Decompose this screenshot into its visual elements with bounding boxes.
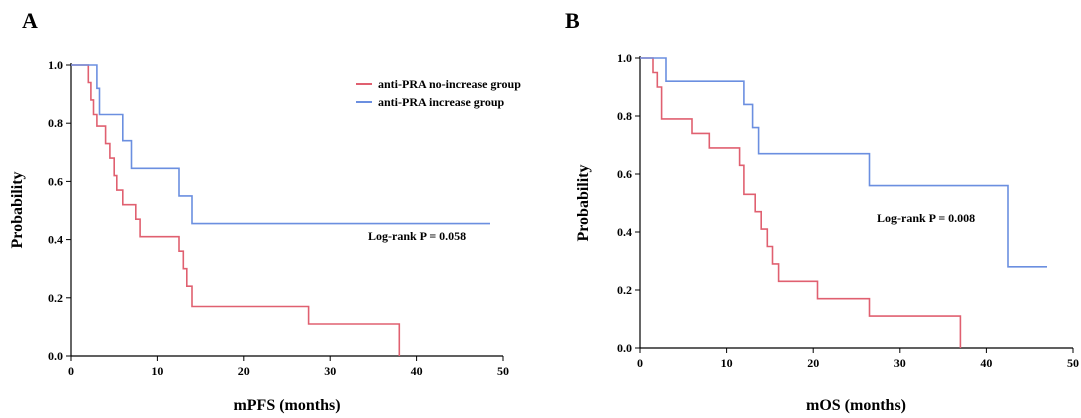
y-tick-label: 0.0: [617, 341, 632, 355]
x-tick-label: 0: [68, 364, 74, 378]
x-tick-label: 40: [980, 356, 992, 370]
chart-panel-1: A 0 10 20 30 40 50 0.0 0.2 0.4 0.6 0.8 1.0 mPFS (mont…: [9, 8, 521, 414]
series-line-2: [640, 57, 1047, 268]
series-line-2: [71, 64, 490, 225]
x-tick-label: 40: [411, 364, 423, 378]
y-axis-title: Probability: [575, 164, 592, 241]
series-line-1: [71, 64, 401, 356]
y-tick-label: 0.4: [48, 233, 63, 247]
panel-letter: A: [22, 8, 38, 33]
legend-label: anti-PRA increase group: [378, 95, 505, 109]
y-tick-label: 0.8: [48, 116, 63, 130]
x-tick-label: 10: [721, 356, 733, 370]
y-tick-label: 0.2: [617, 283, 632, 297]
panel-letter: B: [565, 8, 580, 33]
x-tick-label: 20: [807, 356, 819, 370]
y-tick-label: 1.0: [48, 58, 63, 72]
y-tick-label: 0.6: [48, 174, 63, 188]
x-axis-title: mOS (months): [806, 397, 906, 414]
legend-label: anti-PRA no-increase group: [378, 77, 521, 91]
x-tick-label: 30: [324, 364, 336, 378]
chart-panel-2: B 0 10 20 30 40 50 0.0 0.2 0.4 0.6 0.8 1.0 mOS (month…: [565, 8, 1079, 414]
y-tick-label: 0.8: [617, 109, 632, 123]
series-line-1: [640, 57, 962, 348]
y-axis-title: Probability: [9, 171, 26, 248]
y-tick-label: 0.2: [48, 291, 63, 305]
logrank-annotation: Log-rank P = 0.008: [877, 211, 975, 225]
x-tick-label: 50: [1067, 356, 1079, 370]
logrank-annotation: Log-rank P = 0.058: [368, 229, 466, 243]
y-tick-label: 1.0: [617, 51, 632, 65]
y-tick-label: 0.6: [617, 167, 632, 181]
x-tick-label: 20: [238, 364, 250, 378]
x-tick-label: 10: [151, 364, 163, 378]
x-tick-label: 30: [894, 356, 906, 370]
x-tick-label: 0: [637, 356, 643, 370]
y-tick-label: 0.4: [617, 225, 632, 239]
y-tick-label: 0.0: [48, 349, 63, 363]
x-tick-label: 50: [497, 364, 509, 378]
x-axis-title: mPFS (months): [233, 397, 340, 414]
